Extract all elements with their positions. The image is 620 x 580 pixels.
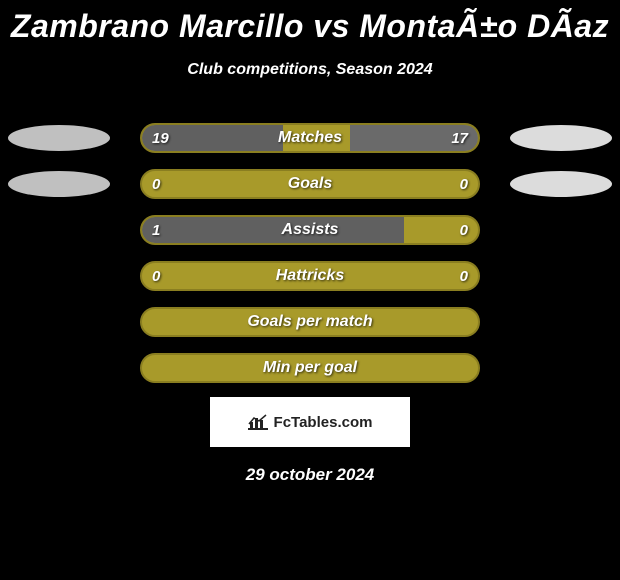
attribution-text: FcTables.com (274, 414, 373, 431)
stat-row: Goals per match (0, 305, 620, 339)
stat-value-left: 1 (152, 213, 160, 247)
stat-bar-track (140, 123, 480, 153)
stat-row: Matches1917 (0, 121, 620, 155)
stat-value-left: 0 (152, 167, 160, 201)
player-left-marker (8, 171, 110, 197)
stat-value-left: 0 (152, 259, 160, 293)
page-title: Zambrano Marcillo vs MontaÃ±o DÃ­az (0, 0, 620, 45)
stat-bar-track (140, 215, 480, 245)
subtitle: Club competitions, Season 2024 (0, 61, 620, 79)
stat-bar-left-fill (142, 217, 404, 243)
stats-container: Matches1917Goals00Assists10Hattricks00Go… (0, 121, 620, 385)
stat-bar-track (140, 261, 480, 291)
stat-row: Hattricks00 (0, 259, 620, 293)
stat-row: Assists10 (0, 213, 620, 247)
stat-bar-track (140, 169, 480, 199)
stat-row: Min per goal (0, 351, 620, 385)
player-right-marker (510, 125, 612, 151)
stat-value-right: 17 (451, 121, 468, 155)
stat-bar-track (140, 307, 480, 337)
stat-bar-track (140, 353, 480, 383)
chart-icon (248, 414, 268, 430)
player-right-marker (510, 171, 612, 197)
stat-value-left: 19 (152, 121, 169, 155)
player-left-marker (8, 125, 110, 151)
stat-value-right: 0 (460, 259, 468, 293)
date-text: 29 october 2024 (0, 465, 620, 485)
attribution-badge: FcTables.com (210, 397, 410, 447)
stat-value-right: 0 (460, 167, 468, 201)
stat-value-right: 0 (460, 213, 468, 247)
stat-row: Goals00 (0, 167, 620, 201)
